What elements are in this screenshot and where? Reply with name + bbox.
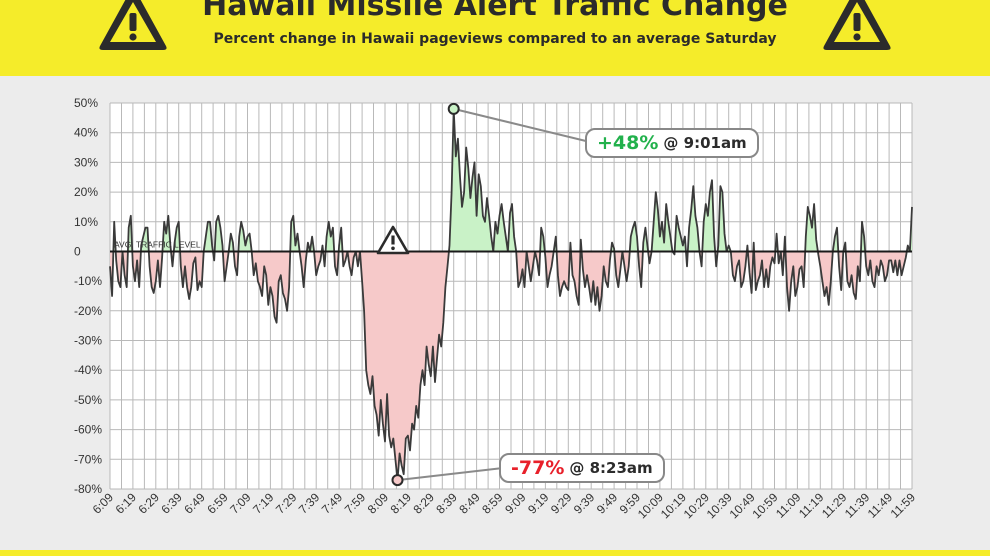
positive-area (674, 186, 700, 267)
x-tick-label: 8:49 (456, 490, 483, 517)
negative-area (116, 227, 129, 288)
negative-area (314, 245, 325, 276)
x-tick-label: 10:19 (658, 490, 689, 521)
x-tick-label: 8:59 (479, 490, 506, 517)
chart-subtitle: Percent change in Hawaii pageviews compa… (213, 31, 777, 47)
chart-grid (109, 102, 913, 490)
x-tick-label: 10:29 (681, 490, 712, 521)
x-tick-label: 8:09 (365, 490, 392, 517)
y-tick-label: 50% (74, 96, 98, 110)
y-tick-label: -10% (74, 274, 102, 288)
x-tick-label: 11:49 (865, 490, 896, 521)
x-tick-label: 10:59 (749, 490, 780, 521)
negative-area (251, 221, 292, 323)
positive-area (643, 227, 648, 252)
y-tick-label: 30% (74, 155, 98, 169)
x-tick-label: 11:09 (773, 490, 804, 521)
trough-value: -77% (511, 457, 565, 479)
traffic-change-chart: AVG. TRAFFIC LEVEL 50% 40% 30% 20% 10% 0 -10% -… (74, 96, 919, 521)
positive-area (805, 204, 819, 255)
header-banner: Hawaii Missile Alert Traffic Change Perc… (0, 0, 990, 76)
positive-area (774, 233, 779, 264)
trough-leader-line (397, 467, 504, 482)
x-tick-label: 10:39 (704, 490, 735, 521)
warning-icon (823, 0, 891, 50)
y-tick-label: -60% (74, 423, 102, 437)
x-tick-label: 7:19 (250, 490, 277, 517)
y-tick-label: -30% (74, 334, 102, 348)
y-tick-label: 10% (74, 215, 98, 229)
warning-icon (99, 0, 167, 50)
negative-area (170, 242, 175, 267)
negative-area (614, 248, 629, 288)
chart-title: Hawaii Missile Alert Traffic Change (202, 0, 788, 23)
x-tick-label: 9:49 (594, 490, 621, 517)
x-tick-label: 7:29 (273, 490, 300, 517)
x-tick-label: 11:29 (819, 490, 850, 521)
positive-area (628, 221, 640, 267)
y-tick-label: -40% (74, 363, 102, 377)
x-tick-label: 9:09 (502, 490, 529, 517)
x-tick-label: 9:29 (548, 490, 575, 517)
y-tick-label: -80% (74, 482, 102, 496)
x-tick-label: 8:19 (388, 490, 415, 517)
x-tick-label: 6:39 (158, 490, 185, 517)
x-tick-label: 6:19 (113, 490, 140, 517)
x-tick-label: 7:09 (227, 490, 254, 517)
x-tick-label: 9:19 (525, 490, 552, 517)
trough-marker (391, 467, 504, 487)
y-tick-label: -50% (74, 393, 102, 407)
trough-point (391, 474, 404, 487)
footer-band (0, 550, 990, 556)
x-tick-label: 8:29 (411, 490, 438, 517)
event-marker (376, 225, 410, 255)
x-tick-label: 7:39 (296, 490, 323, 517)
x-axis-ticks: 6:096:196:296:396:496:597:097:197:297:39… (90, 490, 919, 521)
x-tick-label: 7:49 (319, 490, 346, 517)
y-tick-label: 0 (74, 245, 81, 259)
x-tick-label: 10:49 (727, 490, 758, 521)
baseline-label: AVG. TRAFFIC LEVEL (114, 240, 201, 250)
x-tick-label: 11:39 (842, 490, 873, 521)
peak-marker (447, 102, 591, 143)
warning-icon (376, 225, 410, 255)
trough-time: @ 8:23am (569, 459, 653, 477)
positive-area (128, 215, 133, 267)
x-tick-label: 6:49 (181, 490, 208, 517)
y-axis-ticks: 50% 40% 30% 20% 10% 0 -10% -20% -30% -40% -50% -60%… (74, 96, 102, 496)
y-tick-label: -70% (74, 452, 102, 466)
trough-callout: -77% @ 8:23am (499, 453, 665, 483)
y-tick-label: 20% (74, 185, 98, 199)
negative-area (222, 245, 229, 282)
x-tick-label: 7:59 (342, 490, 369, 517)
series-line (109, 108, 913, 481)
negative-area (647, 245, 652, 264)
peak-value: +48% (597, 132, 659, 154)
peak-time: @ 9:01am (663, 134, 747, 152)
x-tick-label: 6:59 (204, 490, 231, 517)
x-tick-label: 6:29 (136, 490, 163, 517)
x-tick-label: 11:19 (796, 490, 827, 521)
peak-point (447, 102, 460, 115)
x-tick-label: 11:59 (888, 490, 919, 521)
y-tick-label: -20% (74, 304, 102, 318)
positive-area (718, 186, 731, 252)
peak-callout: +48% @ 9:01am (585, 128, 759, 158)
x-tick-label: 8:39 (433, 490, 460, 517)
peak-leader-line (453, 107, 591, 143)
x-tick-label: 9:39 (571, 490, 598, 517)
negative-area (343, 245, 450, 481)
y-tick-label: 40% (74, 126, 98, 140)
x-tick-label: 10:09 (635, 490, 666, 521)
